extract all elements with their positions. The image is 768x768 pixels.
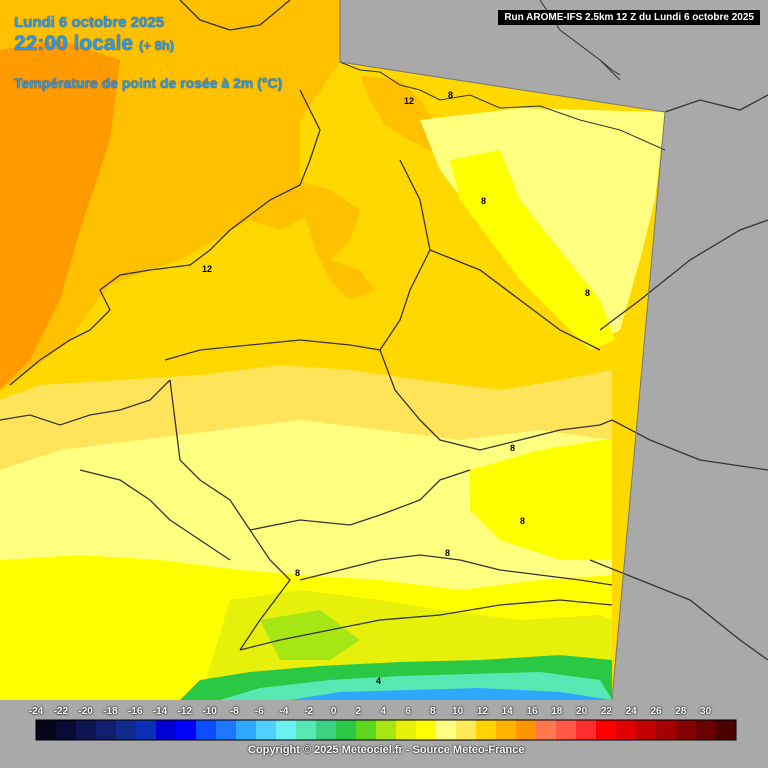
zone-14-16	[0, 40, 120, 390]
legend-swatch	[276, 720, 297, 740]
model-run-label: Run AROME-IFS 2.5km 12 Z du Lundi 6 octo…	[498, 10, 760, 25]
legend-tick-label: 12	[476, 706, 488, 717]
legend-swatch	[356, 720, 377, 740]
legend-colorbar	[35, 719, 737, 741]
legend-tick-label: 26	[650, 706, 662, 717]
legend-swatch	[316, 720, 337, 740]
legend-tick-label: -24	[28, 706, 44, 717]
legend-tick-label: 20	[576, 706, 588, 717]
legend-tick-label: -20	[78, 706, 93, 717]
legend-tick-label: 6	[405, 706, 411, 717]
legend-tick-label: -10	[202, 706, 217, 717]
contour-label: 4	[376, 676, 381, 686]
legend-swatch	[596, 720, 617, 740]
forecast-lead: (+ 8h)	[139, 38, 175, 53]
legend-swatch	[656, 720, 677, 740]
legend-swatch	[176, 720, 197, 740]
legend-tick-label: 14	[501, 706, 513, 717]
contour-label: 8	[585, 288, 590, 298]
legend-swatch	[476, 720, 497, 740]
legend-frame	[35, 719, 737, 741]
legend-swatch	[416, 720, 437, 740]
legend-tick-label: 4	[380, 706, 386, 717]
legend-tick-label: 8	[430, 706, 436, 717]
legend-swatch	[196, 720, 217, 740]
contour-label: 8	[520, 516, 525, 526]
legend-swatch	[636, 720, 657, 740]
contour-label: 8	[448, 90, 453, 100]
baltic-warm-pocket	[360, 75, 440, 155]
legend-swatch	[236, 720, 257, 740]
legend-swatch	[576, 720, 597, 740]
legend-tick-label: -22	[53, 706, 69, 717]
legend-swatch	[676, 720, 697, 740]
contour-label: 8	[295, 568, 300, 578]
legend-swatch	[456, 720, 477, 740]
legend-tick-label: -18	[103, 706, 118, 717]
coastal-warm-pocket	[295, 180, 375, 300]
legend-tick-label: 22	[600, 706, 612, 717]
legend-swatch	[56, 720, 77, 740]
contour-labels: 12 12 8 8 8 8 8 8 8 4	[202, 90, 590, 686]
legend-swatch	[116, 720, 137, 740]
legend-swatch	[696, 720, 717, 740]
legend-swatch	[616, 720, 637, 740]
legend-swatch	[156, 720, 177, 740]
alps-zone-2-4	[260, 610, 360, 660]
legend-swatch	[136, 720, 157, 740]
legend-swatch	[536, 720, 557, 740]
contour-label: 8	[510, 443, 515, 453]
legend-tick-label: 16	[526, 706, 538, 717]
legend-swatch	[96, 720, 117, 740]
legend-tick-label: -16	[127, 706, 143, 717]
legend-swatch	[496, 720, 517, 740]
legend-swatch	[436, 720, 457, 740]
legend-swatch	[76, 720, 97, 740]
legend-tick-label: -2	[304, 706, 314, 717]
forecast-time: 22:00 locale (+ 8h)	[14, 32, 174, 56]
legend-tick-label: 0	[330, 706, 337, 717]
legend-tick-label: 2	[355, 706, 362, 717]
forecast-time-label: 22:00 locale	[14, 32, 134, 55]
legend-tick-label: 24	[625, 706, 637, 717]
legend-swatch	[556, 720, 577, 740]
legend-swatch	[36, 720, 57, 740]
contour-label: 8	[481, 196, 486, 206]
east-zone-6-8	[470, 440, 612, 560]
legend-tick-label: -8	[229, 706, 239, 717]
legend-swatch	[256, 720, 277, 740]
legend-swatch	[336, 720, 357, 740]
legend-swatch	[376, 720, 397, 740]
legend-tick-label: 28	[675, 706, 687, 717]
contour-label: 12	[202, 264, 212, 274]
contour-label: 8	[445, 548, 450, 558]
legend-swatch	[516, 720, 537, 740]
legend-swatch	[216, 720, 237, 740]
legend-tick-label: -14	[152, 706, 168, 717]
contour-label: 12	[404, 96, 414, 106]
legend-swatch	[296, 720, 317, 740]
legend-swatch	[396, 720, 417, 740]
domain-edge	[339, 0, 666, 701]
forecast-date: Lundi 6 octobre 2025	[14, 14, 165, 31]
legend-tick-label: 10	[452, 706, 464, 717]
legend-tick-label: -12	[177, 706, 193, 717]
legend-tick-label: -6	[254, 706, 264, 717]
legend-tick-label: -4	[279, 706, 289, 717]
ne-zone-6-8	[450, 150, 615, 350]
alps-zone-minus6-minus2	[290, 688, 612, 700]
variable-title: Température de point de rosée à 2m (°C)	[14, 75, 283, 91]
legend-tick-label: 30	[700, 706, 712, 717]
copyright: Copyright © 2025 Meteociel.fr - Source M…	[248, 744, 525, 756]
borders	[0, 0, 768, 661]
legend-swatch	[716, 720, 737, 740]
legend-tick-label: 18	[551, 706, 563, 717]
